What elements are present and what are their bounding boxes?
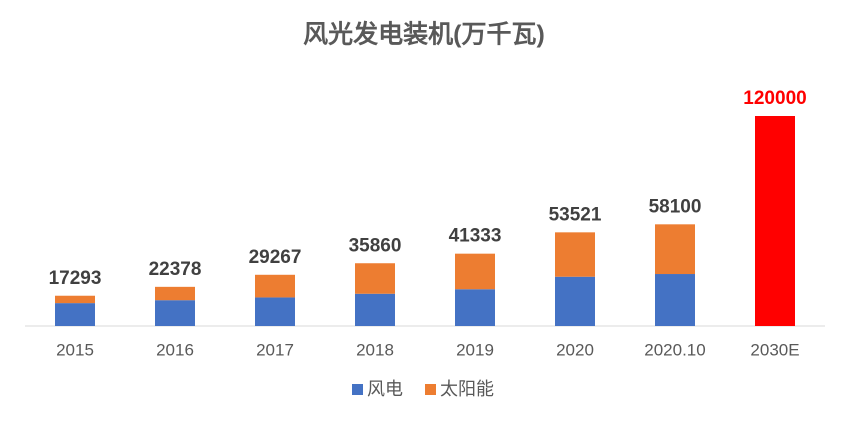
x-tick-label: 2020.10 [644, 340, 705, 359]
legend-label: 风电 [367, 379, 403, 399]
legend-swatch [352, 384, 363, 395]
x-tick-label: 2019 [456, 340, 494, 359]
chart-title: 风光发电装机(万千瓦) [303, 20, 545, 49]
x-tick-label: 2016 [156, 340, 194, 359]
legend-swatch [425, 384, 436, 395]
legend-label: 太阳能 [440, 379, 494, 399]
bar-segment [55, 295, 95, 304]
bar-segment [555, 276, 595, 326]
bar-segment [355, 293, 395, 326]
bar-segment [455, 289, 495, 326]
x-tick-label: 2017 [256, 340, 294, 359]
x-tick-label: 2020 [556, 340, 594, 359]
bar-segment [155, 286, 195, 301]
bar-segment [355, 263, 395, 294]
total-label: 29267 [249, 247, 302, 268]
total-label: 120000 [743, 88, 806, 109]
total-label: 22378 [149, 259, 202, 280]
bar-segment [255, 297, 295, 326]
total-label: 17293 [49, 268, 102, 289]
bar-segment [555, 232, 595, 277]
bar-segment [655, 224, 695, 275]
x-tick-label: 2015 [56, 340, 94, 359]
total-label: 58100 [649, 196, 702, 217]
x-tick-label: 2018 [356, 340, 394, 359]
bar-segment [455, 253, 495, 290]
bar [755, 116, 795, 326]
bar-segment [655, 274, 695, 326]
x-tick-label: 2030E [750, 340, 799, 359]
total-label: 53521 [549, 204, 602, 225]
total-label: 41333 [449, 226, 502, 247]
bar-segment [155, 300, 195, 326]
bar-segment [255, 274, 295, 298]
bar-segment [55, 303, 95, 326]
total-label: 35860 [349, 235, 402, 256]
